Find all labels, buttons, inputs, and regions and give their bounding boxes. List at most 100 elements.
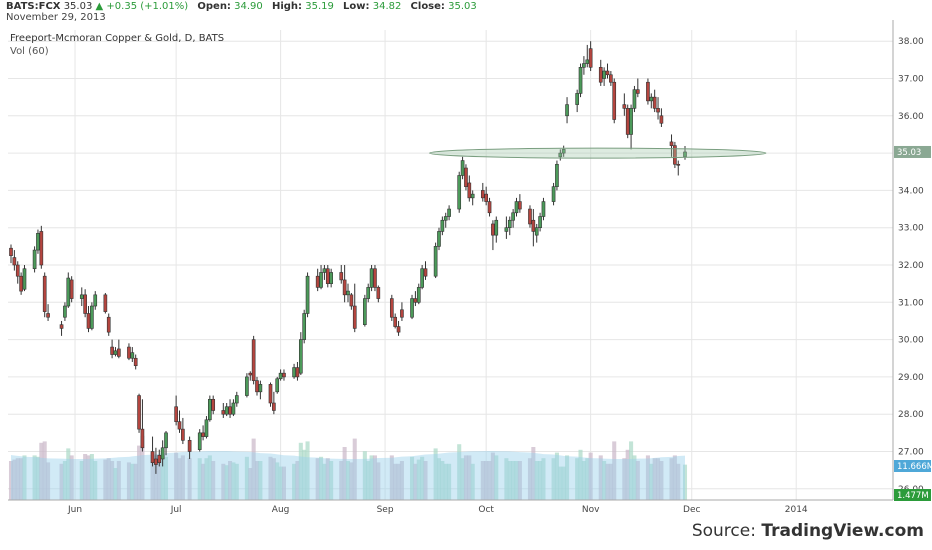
y-tick-label: 27.00 — [898, 448, 924, 458]
volume-bar — [93, 461, 98, 500]
volume-bar — [585, 458, 590, 500]
candle-body — [349, 294, 354, 307]
candle-body — [154, 458, 158, 465]
low-value: 34.82 — [372, 1, 402, 12]
candle-body — [437, 231, 441, 247]
candle-body — [315, 275, 320, 288]
volume-bar — [302, 449, 307, 500]
volume-bar — [490, 452, 495, 500]
volume-bar — [362, 451, 367, 500]
candle-body — [598, 67, 603, 83]
candle-body — [251, 339, 256, 381]
high-value: 35.19 — [305, 1, 334, 12]
candle-body — [635, 89, 640, 94]
volume-bar — [15, 458, 20, 500]
volume-bar — [632, 455, 637, 500]
volume-bar — [116, 461, 121, 500]
volume-bar — [281, 466, 287, 500]
candle-body — [42, 275, 47, 312]
volume-bar — [130, 463, 135, 500]
volume-bar — [305, 441, 310, 500]
high-label: High: — [271, 1, 303, 12]
y-tick-label: 31.00 — [898, 298, 924, 308]
candle-body — [12, 257, 17, 266]
candle-body — [602, 70, 606, 79]
volume-bar — [319, 456, 324, 500]
candle-body — [376, 287, 381, 299]
candle-body — [612, 81, 617, 120]
volume-bar — [349, 462, 354, 500]
axes — [8, 20, 894, 501]
candle-body — [319, 272, 323, 288]
candle-body — [484, 193, 488, 202]
volume-bar — [656, 458, 661, 500]
candle-body — [400, 309, 404, 318]
candle-body — [369, 268, 374, 288]
candle-body — [133, 357, 138, 367]
candle-body — [504, 227, 509, 232]
y-tick-label: 37.00 — [898, 74, 924, 84]
volume-bar — [275, 462, 280, 500]
volume-bar — [554, 452, 559, 500]
candle-body — [487, 201, 492, 214]
volume-bar — [659, 461, 664, 500]
volume-indicator-label: Vol (60) — [10, 46, 49, 57]
volume-bar — [541, 458, 546, 500]
candle-body — [248, 372, 253, 376]
volume-bar — [325, 458, 330, 500]
candle-body — [127, 346, 131, 359]
y-tick-label: 36.00 — [898, 112, 924, 122]
candle-body — [625, 108, 630, 135]
volume-bar — [413, 463, 418, 500]
volume-bar — [470, 463, 475, 500]
candle-body — [659, 115, 664, 124]
candle-body — [113, 350, 118, 355]
volume-bar — [602, 461, 607, 500]
candle-body — [352, 305, 357, 329]
volume-bar — [433, 448, 438, 500]
volume-bar — [565, 455, 570, 500]
y-tick-label: 28.00 — [898, 410, 924, 420]
volume-bar — [460, 458, 465, 500]
volume-bar — [298, 442, 303, 500]
candle-body — [575, 93, 579, 105]
change-arrow-icon: ▲ — [95, 1, 104, 12]
volume-bar — [514, 461, 519, 500]
volume-bar — [605, 463, 610, 500]
open-value: 34.90 — [234, 1, 263, 12]
candle-body — [538, 216, 542, 228]
volume-bar — [558, 466, 563, 500]
volume-bar — [494, 455, 499, 500]
low-label: Low: — [343, 1, 370, 12]
volume-bar — [440, 461, 445, 500]
volume-bar — [443, 463, 448, 500]
candle-body — [582, 63, 586, 68]
volume-bar — [234, 463, 239, 500]
candle-body — [507, 219, 512, 228]
candle-body — [282, 372, 286, 378]
candle-body — [325, 268, 330, 284]
volume-bar — [157, 462, 162, 500]
x-tick-label: Dec — [683, 505, 700, 515]
y-tick-label: 29.00 — [898, 373, 924, 383]
volume-bar — [682, 464, 688, 500]
candle-body — [22, 268, 27, 290]
candle-body — [649, 96, 654, 102]
chart-grid — [8, 30, 893, 500]
volume-bar — [42, 441, 47, 500]
volume-bar — [551, 458, 556, 500]
candle-body — [363, 298, 367, 325]
volume-bar — [86, 455, 91, 500]
candle-body — [221, 410, 226, 415]
volume-bar — [221, 463, 226, 500]
volume-bar — [197, 458, 202, 500]
candle-body — [511, 212, 515, 221]
volume-bar — [322, 463, 327, 500]
volume-bar — [106, 458, 111, 500]
volume-marker: 11.666M — [897, 462, 932, 472]
candle-body — [181, 428, 185, 441]
candle-body — [201, 432, 205, 437]
chart-title: Freeport-Mcmoran Copper & Gold, D, BATS — [10, 33, 224, 44]
source-credit[interactable]: Source: TradingView.com — [692, 521, 924, 541]
